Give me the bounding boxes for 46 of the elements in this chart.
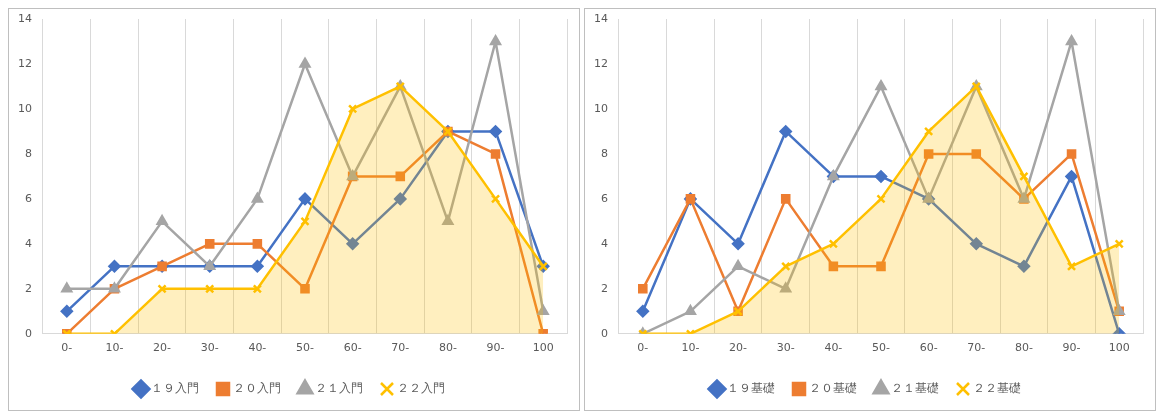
x-tick-label: 70- bbox=[967, 341, 986, 355]
y-tick-label: 14 bbox=[18, 11, 32, 25]
x-tick-label: 70- bbox=[391, 341, 410, 355]
x-tick-label: 60- bbox=[919, 341, 938, 355]
x-tick-label: 90- bbox=[1062, 341, 1081, 355]
x-tick-label: 60- bbox=[343, 341, 362, 355]
legend-label: ２１基礎 bbox=[891, 381, 939, 396]
x-tick-label: 100 bbox=[1108, 341, 1130, 355]
x-tick-label: 10- bbox=[681, 341, 700, 355]
x-tick-label: 0- bbox=[637, 341, 649, 355]
x-tick-label: 40- bbox=[248, 341, 267, 355]
y-tick-label: 4 bbox=[601, 236, 608, 250]
y-tick-label: 14 bbox=[594, 11, 608, 25]
y-tick-label: 2 bbox=[601, 281, 608, 295]
x-tick-label: 0- bbox=[61, 341, 73, 355]
y-tick-label: 8 bbox=[601, 146, 608, 160]
x-tick-label: 20- bbox=[153, 341, 172, 355]
legend-label: ２２入門 bbox=[397, 381, 445, 396]
x-tick-label: 80- bbox=[1014, 341, 1033, 355]
legend-label: ２０入門 bbox=[233, 381, 281, 396]
y-tick-label: 10 bbox=[594, 101, 608, 115]
y-tick-label: 12 bbox=[594, 56, 608, 70]
legend-label: １９基礎 bbox=[727, 381, 775, 396]
x-tick-label: 10- bbox=[105, 341, 124, 355]
x-tick-label: 50- bbox=[296, 341, 315, 355]
legend-label: ２１入門 bbox=[315, 381, 363, 396]
y-tick-label: 8 bbox=[25, 146, 32, 160]
y-tick-label: 10 bbox=[18, 101, 32, 115]
x-tick-label: 100 bbox=[532, 341, 554, 355]
x-tick-label: 20- bbox=[729, 341, 748, 355]
legend-label: １９入門 bbox=[151, 381, 199, 396]
y-tick-label: 12 bbox=[18, 56, 32, 70]
y-tick-label: 4 bbox=[25, 236, 32, 250]
x-tick-label: 40- bbox=[824, 341, 843, 355]
y-tick-label: 0 bbox=[25, 326, 32, 340]
x-tick-label: 80- bbox=[438, 341, 457, 355]
y-tick-label: 0 bbox=[601, 326, 608, 340]
x-tick-label: 30- bbox=[200, 341, 219, 355]
y-tick-label: 6 bbox=[601, 191, 608, 205]
legend-label: ２０基礎 bbox=[809, 381, 857, 396]
y-tick-label: 6 bbox=[25, 191, 32, 205]
x-tick-label: 50- bbox=[872, 341, 891, 355]
x-tick-label: 30- bbox=[776, 341, 795, 355]
legend-label: ２２基礎 bbox=[973, 381, 1021, 396]
y-tick-label: 2 bbox=[25, 281, 32, 295]
x-tick-label: 90- bbox=[486, 341, 505, 355]
